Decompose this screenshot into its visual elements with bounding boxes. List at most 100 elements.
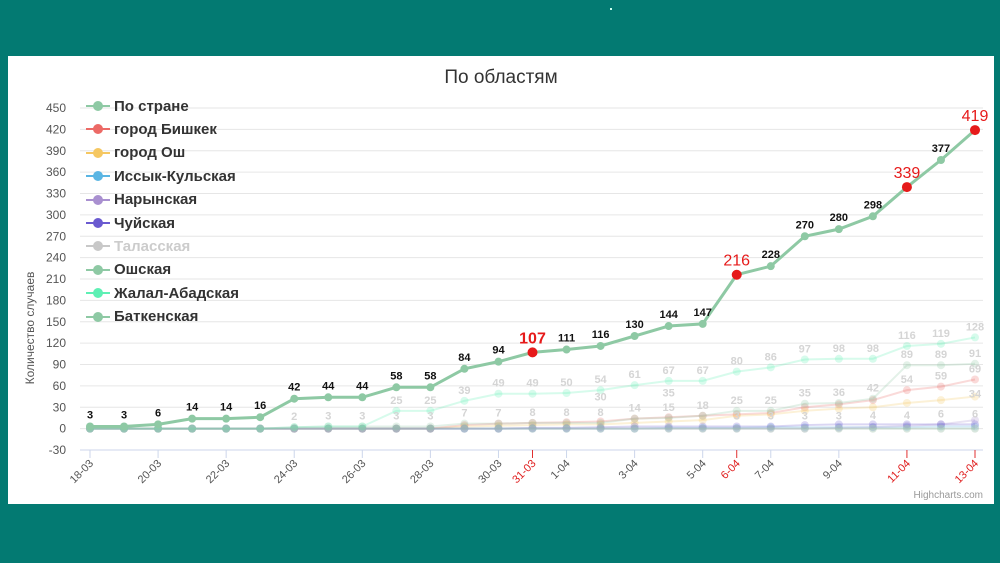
series-point — [562, 389, 571, 397]
country-data-label: 3 — [121, 409, 127, 421]
legend-item[interactable]: город Бишкек — [86, 119, 217, 139]
series-point — [562, 420, 571, 429]
series-point — [528, 424, 537, 433]
series-point — [630, 414, 639, 423]
country-data-label: 216 — [723, 253, 750, 270]
series-point — [936, 422, 945, 431]
series-point — [936, 424, 945, 433]
series-point — [868, 394, 877, 403]
country-data-label: 42 — [288, 382, 300, 394]
series-point — [766, 424, 775, 433]
series-point — [834, 354, 843, 363]
series-point — [392, 424, 401, 433]
series-point — [392, 424, 401, 433]
y-tick-label: 330 — [46, 187, 66, 201]
series-point — [596, 424, 605, 433]
series-point — [290, 424, 299, 433]
series-point — [698, 416, 707, 425]
series-line — [90, 419, 976, 430]
series-point — [664, 423, 673, 432]
legend-item[interactable]: город Ош — [86, 143, 185, 163]
series-point — [698, 411, 707, 420]
series-point — [256, 424, 265, 433]
legend-marker — [93, 264, 103, 275]
series-point — [868, 420, 877, 429]
series-point — [324, 393, 333, 402]
series-point — [834, 424, 843, 433]
faded-data-label: 3 — [734, 410, 740, 422]
series-point — [358, 424, 367, 433]
series-point — [222, 424, 231, 433]
series-point — [596, 417, 605, 426]
series-point — [426, 424, 435, 433]
series-point — [562, 424, 571, 433]
credits[interactable]: Highcharts.com — [914, 490, 983, 501]
series-point — [290, 424, 299, 433]
series-point — [596, 424, 605, 433]
series-point — [290, 423, 299, 432]
legend-item[interactable]: Баткенская — [86, 307, 198, 327]
series-point — [868, 423, 877, 432]
series-point — [936, 382, 945, 391]
series-point — [256, 424, 265, 433]
series-line — [90, 425, 975, 430]
series-point — [324, 422, 333, 431]
series-group — [86, 125, 980, 433]
series-point — [256, 424, 265, 433]
series-point — [868, 212, 877, 221]
legend-marker — [93, 101, 103, 111]
series-point — [834, 400, 843, 409]
legend-symbol — [86, 170, 110, 182]
legend-marker — [93, 241, 103, 252]
series-point — [902, 420, 911, 429]
series-point — [596, 418, 605, 427]
series-point — [800, 406, 809, 415]
legend-item[interactable]: Нарынская — [86, 190, 197, 210]
series-point — [731, 269, 742, 280]
legend-item[interactable]: Чуйская — [86, 213, 175, 233]
faded-data-label: 14 — [628, 403, 641, 415]
legend-item[interactable]: Ошская — [86, 260, 171, 280]
x-tick-label: 28-03 — [408, 458, 436, 486]
country-data-label: 16 — [254, 400, 266, 412]
faded-data-label: 128 — [966, 321, 984, 333]
series-point — [86, 422, 94, 431]
series-point — [800, 424, 809, 433]
country-data-label: 3 — [87, 409, 93, 421]
legend-item[interactable]: Жалал-Абадская — [86, 283, 239, 303]
series-point — [222, 424, 231, 433]
faded-data-label: 15 — [663, 402, 675, 414]
series-point — [766, 363, 775, 372]
series-point — [732, 424, 741, 433]
country-data-label: 107 — [519, 330, 546, 347]
faded-data-label: 36 — [833, 387, 845, 399]
faded-data-label: 67 — [663, 365, 675, 377]
series-point — [868, 354, 877, 363]
legend-marker — [93, 147, 103, 158]
background-dot — [610, 8, 612, 10]
series-point — [426, 383, 435, 392]
x-tick-label: 5-04 — [685, 458, 709, 482]
faded-data-label: 3 — [359, 410, 365, 422]
faded-data-label: 18 — [697, 400, 709, 412]
series-point — [222, 414, 231, 423]
chart-panel: По областям Количество случаев -30 0 30 60 9… — [8, 56, 994, 504]
faded-data-label: 7 — [461, 408, 467, 420]
country-data-label: 14 — [186, 402, 199, 414]
series-point — [426, 424, 435, 433]
legend-item[interactable]: По стране — [86, 96, 189, 116]
legend-item[interactable]: Иссык-Кульская — [86, 166, 236, 186]
faded-data-label: 8 — [598, 407, 604, 419]
series-point — [766, 262, 775, 271]
series-point — [971, 359, 979, 368]
legend-marker — [93, 311, 103, 322]
series-point — [494, 424, 503, 433]
series-point — [766, 424, 775, 433]
series-point — [528, 423, 537, 432]
series-point — [732, 422, 741, 431]
series-point — [936, 420, 945, 429]
faded-data-label: 3 — [325, 410, 331, 422]
faded-data-label: 91 — [969, 348, 981, 360]
series-point — [494, 421, 503, 430]
legend-item[interactable]: Таласская — [86, 236, 190, 256]
